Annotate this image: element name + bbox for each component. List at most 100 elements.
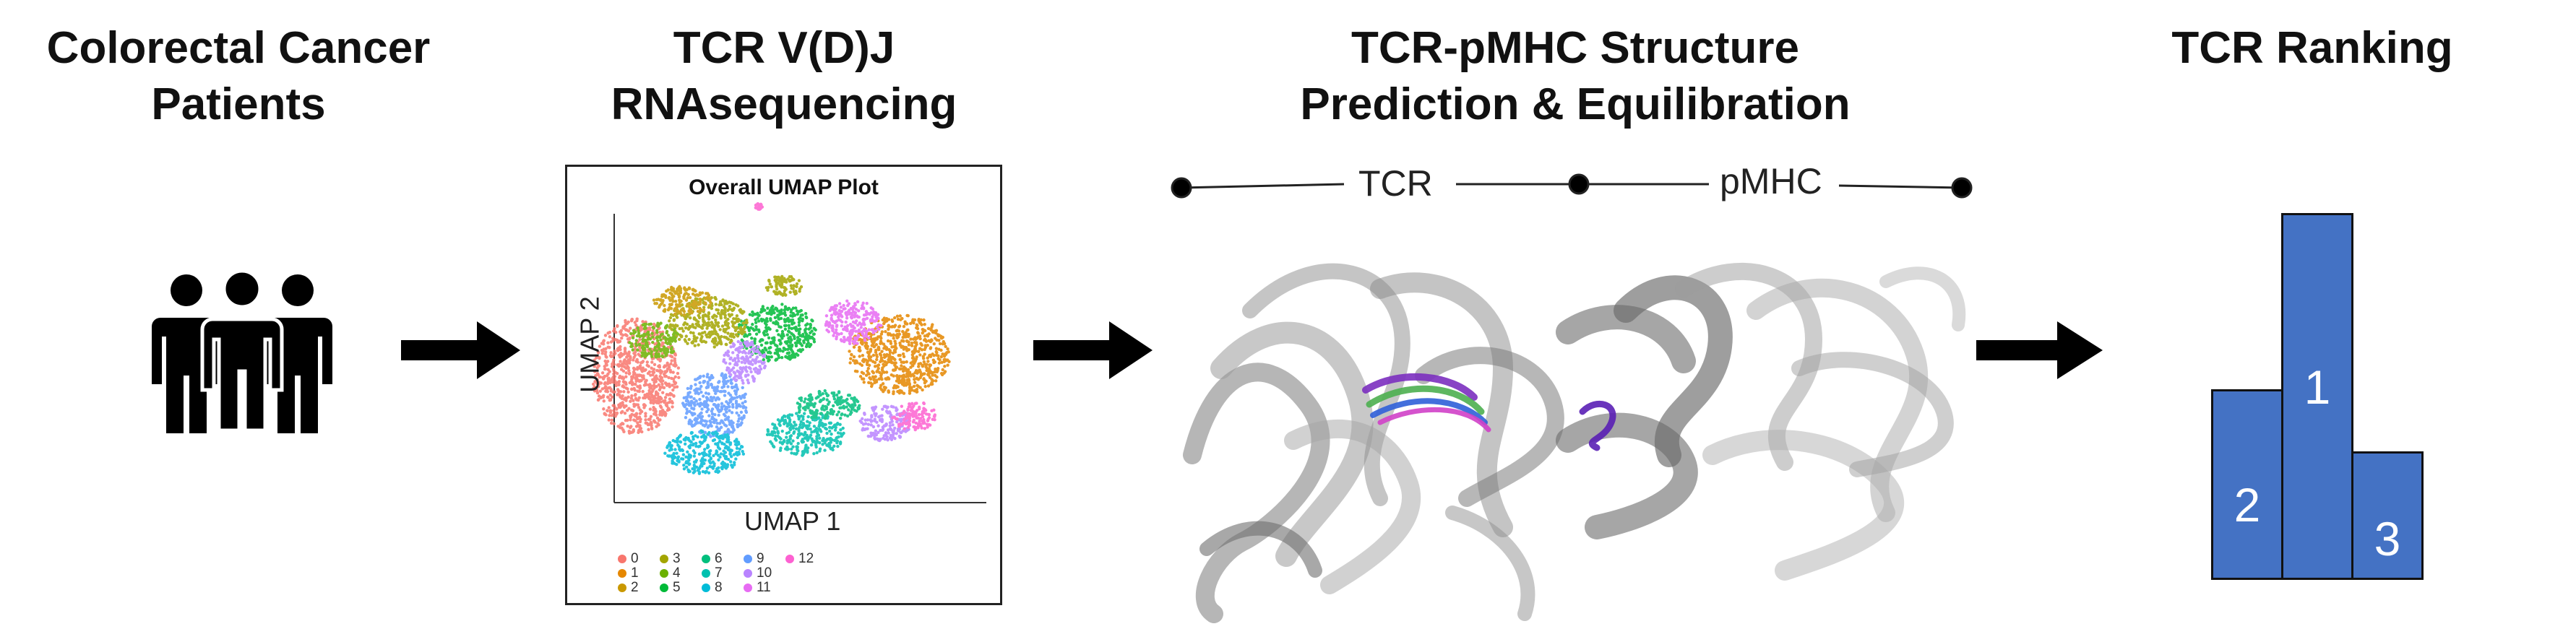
umap-point: [903, 379, 906, 383]
umap-point: [869, 423, 873, 427]
umap-point: [837, 332, 841, 336]
umap-point: [895, 384, 899, 389]
umap-point: [847, 302, 850, 305]
umap-point: [638, 412, 642, 415]
umap-point: [668, 342, 672, 346]
umap-point: [859, 341, 863, 344]
umap-point: [738, 331, 743, 334]
umap-point: [747, 332, 751, 337]
umap-point: [629, 418, 632, 422]
umap-point: [768, 327, 772, 331]
umap-legend-label: 7: [715, 565, 723, 581]
umap-point: [932, 360, 936, 365]
umap-point: [806, 420, 809, 423]
umap-point: [719, 316, 723, 320]
umap-point: [928, 423, 932, 427]
umap-point: [638, 429, 642, 433]
umap-point: [756, 371, 760, 375]
umap-point: [733, 329, 738, 332]
umap-point: [856, 342, 859, 345]
umap-point: [658, 413, 662, 417]
umap-point: [913, 381, 917, 384]
umap-point: [638, 386, 642, 390]
umap-point: [658, 359, 662, 363]
umap-point: [743, 330, 746, 334]
umap-point: [624, 399, 628, 402]
umap-point: [613, 337, 617, 342]
umap-point: [610, 365, 614, 368]
umap-point: [652, 368, 656, 371]
umap-point: [736, 370, 741, 373]
umap-point: [842, 335, 846, 339]
umap-point: [769, 341, 772, 344]
umap-point: [764, 286, 769, 290]
umap-point: [857, 315, 861, 319]
umap-point: [710, 382, 713, 386]
umap-point: [660, 332, 664, 336]
umap-point: [715, 450, 719, 454]
umap-point: [673, 364, 677, 368]
umap-point: [850, 353, 853, 357]
umap-point: [740, 416, 744, 420]
umap-point: [700, 464, 704, 468]
umap-point: [726, 354, 731, 357]
umap-point: [844, 311, 848, 315]
umap-point: [754, 312, 757, 316]
umap-point: [887, 333, 891, 337]
umap-point: [887, 324, 890, 327]
umap-point: [871, 342, 875, 346]
umap-point: [716, 404, 720, 408]
umap-point: [836, 431, 840, 435]
umap-point: [665, 383, 669, 387]
umap-point: [764, 328, 769, 332]
umap-point: [851, 359, 856, 363]
umap-point: [635, 334, 639, 338]
umap-point: [726, 457, 731, 461]
umap-point: [934, 337, 937, 340]
umap-point: [853, 321, 858, 325]
umap-point: [832, 444, 836, 448]
umap-point: [796, 441, 800, 446]
umap-point: [634, 374, 638, 378]
umap-point: [923, 381, 927, 385]
umap-point: [611, 362, 614, 366]
umap-point: [739, 396, 743, 400]
umap-point: [870, 415, 874, 419]
tcr-label: TCR: [1358, 163, 1433, 204]
umap-point: [602, 407, 606, 411]
umap-point: [733, 461, 736, 464]
umap-point: [735, 395, 739, 399]
umap-point: [902, 391, 906, 395]
umap-point: [713, 324, 717, 328]
umap-point: [692, 437, 695, 441]
umap-point: [806, 341, 810, 345]
umap-point: [715, 396, 719, 400]
umap-point: [776, 309, 780, 313]
umap-point: [680, 308, 684, 311]
umap-point: [603, 334, 608, 337]
umap-point: [720, 434, 724, 438]
umap-point: [689, 422, 694, 426]
umap-point: [799, 396, 804, 400]
umap-point: [801, 454, 804, 457]
umap-point: [926, 419, 930, 422]
umap-point: [638, 408, 642, 412]
umap-point: [902, 418, 906, 422]
umap-point: [705, 333, 708, 337]
umap-point: [906, 368, 910, 372]
umap-point: [900, 360, 903, 364]
umap-point: [649, 392, 653, 396]
umap-point: [750, 347, 754, 351]
umap-point: [702, 339, 706, 343]
umap-point: [697, 324, 702, 329]
umap-point: [709, 423, 712, 427]
umap-point: [896, 390, 900, 394]
umap-point: [792, 277, 796, 282]
umap-point: [735, 446, 739, 450]
umap-point: [835, 399, 839, 403]
umap-point: [910, 373, 915, 376]
umap-point: [626, 366, 630, 370]
umap-point: [684, 326, 688, 330]
umap-point: [688, 295, 692, 300]
umap-point: [835, 324, 839, 327]
